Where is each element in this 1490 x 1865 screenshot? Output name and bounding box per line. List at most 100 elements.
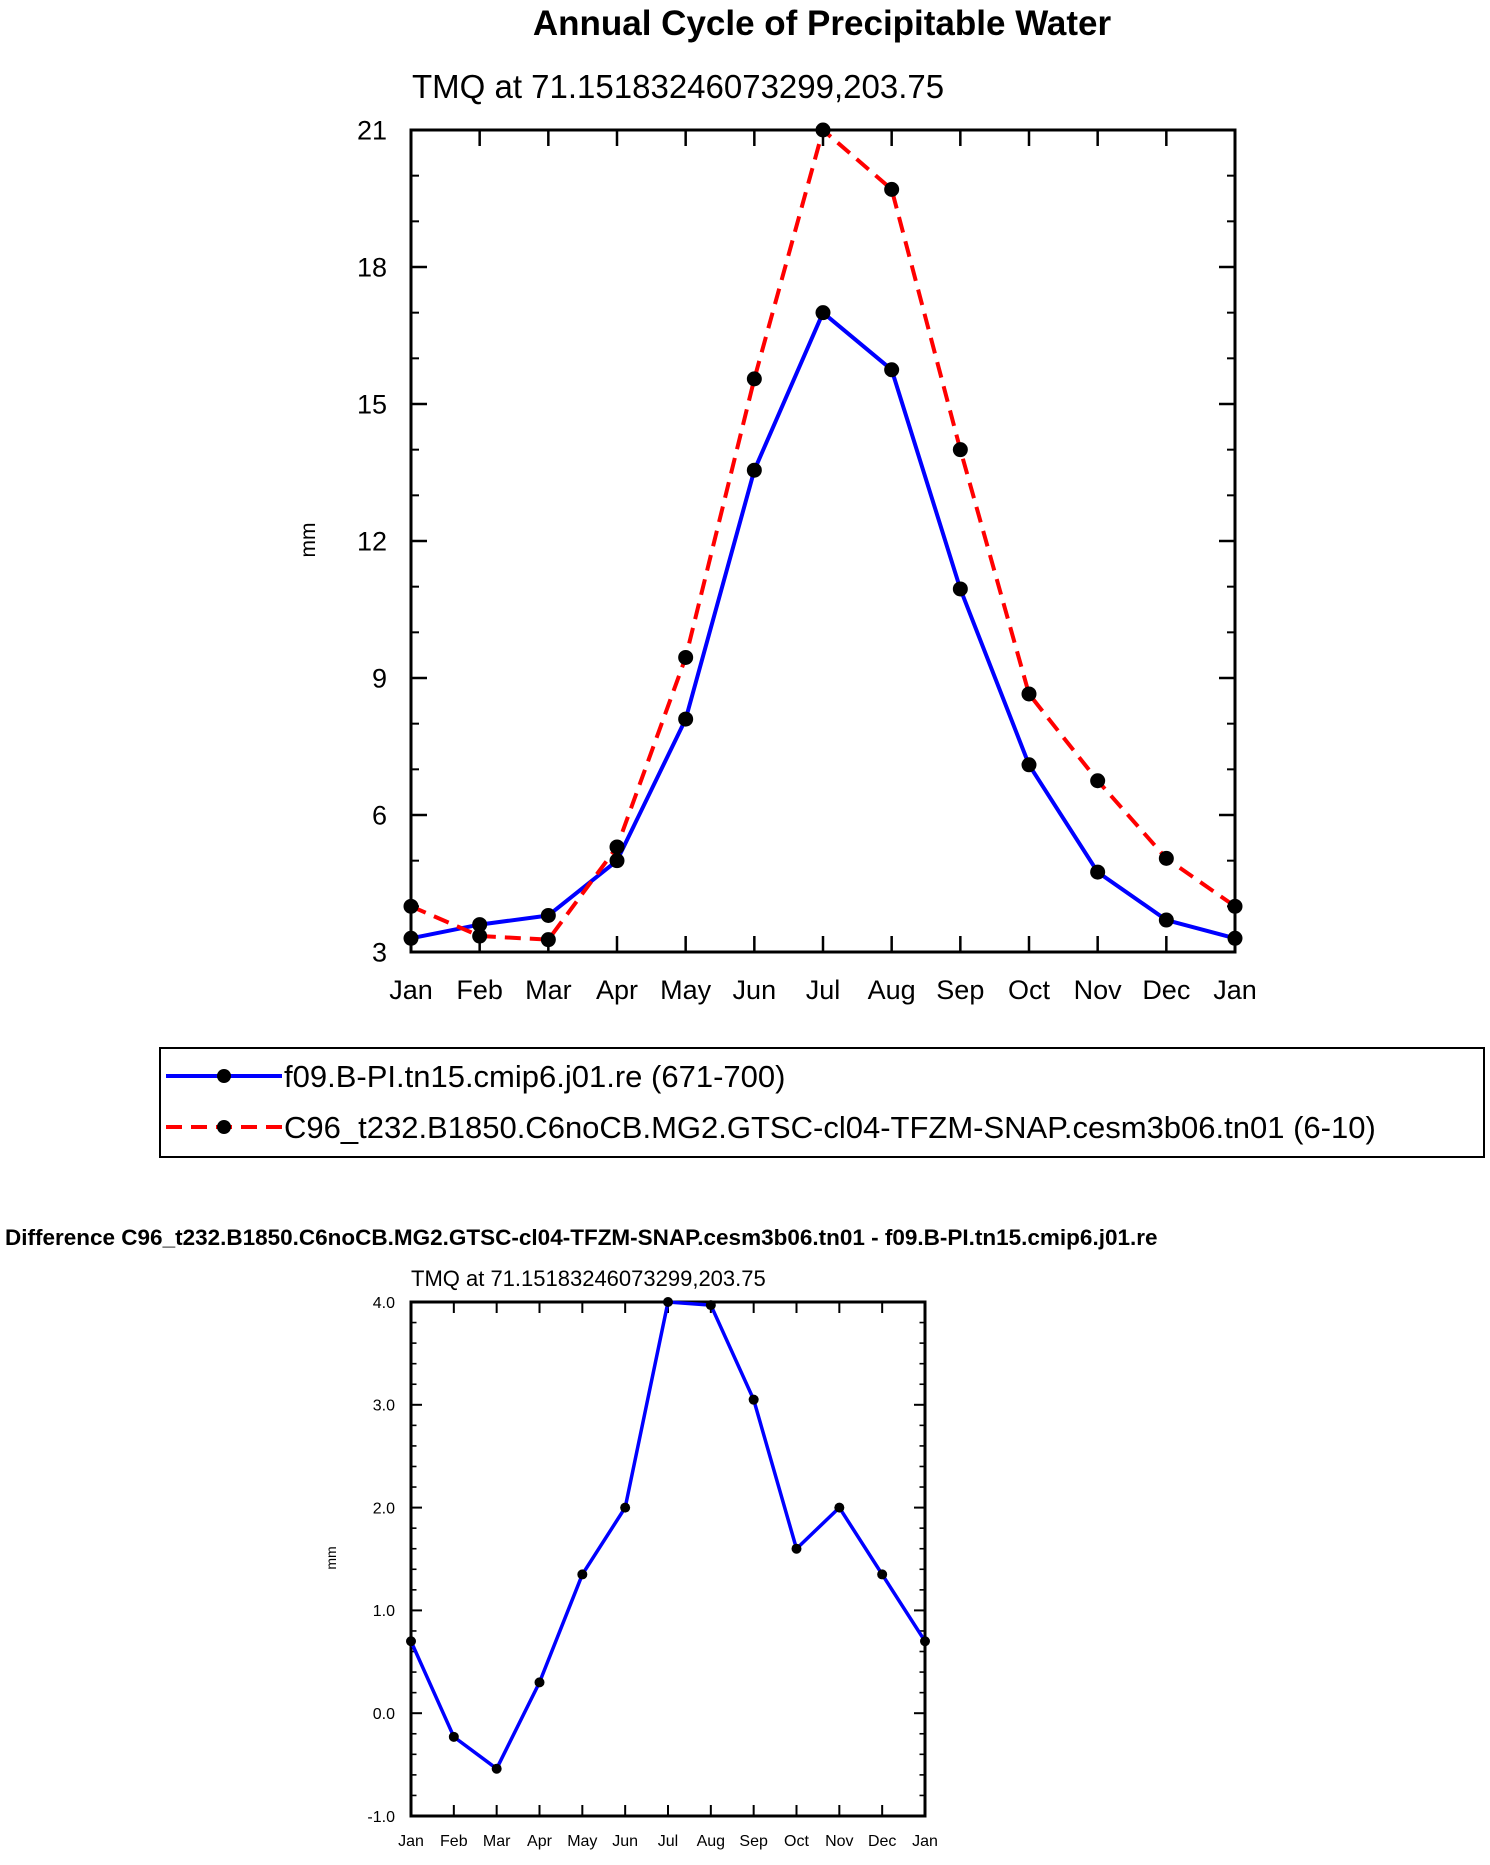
- x-tick-label: Apr: [596, 975, 638, 1005]
- x-tick-label: Jul: [806, 975, 841, 1005]
- series-2-point: [540, 932, 556, 948]
- x-tick-label: Apr: [527, 1833, 553, 1850]
- chart1-subtitle: TMQ at 71.15183246073299,203.75: [412, 68, 944, 105]
- series-1-point: [920, 1636, 930, 1647]
- series-2-point: [746, 371, 762, 387]
- x-tick-label: Jul: [658, 1833, 678, 1850]
- series-1-point: [663, 1297, 673, 1307]
- series-1-point: [620, 1502, 631, 1513]
- series-2-point: [952, 442, 968, 458]
- chart2-subtitle: TMQ at 71.15183246073299,203.75: [411, 1266, 766, 1291]
- chart2-title: Difference C96_t232.B1850.C6noCB.MG2.GTS…: [5, 1225, 1158, 1250]
- x-tick-label: Sep: [739, 1833, 768, 1850]
- series-2-point: [678, 649, 694, 665]
- x-tick-label: Oct: [1008, 975, 1051, 1005]
- series-2-point: [884, 181, 900, 197]
- series-1-point: [791, 1543, 802, 1554]
- series-1-point: [834, 1502, 845, 1513]
- chart1-series-markers: [403, 122, 1243, 948]
- x-tick-label: Sep: [936, 975, 984, 1005]
- y-tick-label: 0.0: [373, 1706, 395, 1723]
- x-tick-label: May: [567, 1833, 597, 1850]
- series-2-point: [1021, 686, 1037, 702]
- chart2-ticks: [410, 1301, 926, 1817]
- chart-annual-cycle: Annual Cycle of Precipitable Water TMQ a…: [297, 4, 1257, 1005]
- x-tick-label: Feb: [456, 975, 503, 1005]
- series-1-point: [748, 1394, 759, 1405]
- x-tick-label: Nov: [1074, 975, 1123, 1005]
- y-tick-label: 12: [357, 527, 387, 557]
- series-1-point: [1021, 757, 1037, 773]
- x-tick-label: Mar: [525, 975, 572, 1005]
- series-1-point: [877, 1569, 888, 1580]
- series-1-point: [1227, 930, 1243, 946]
- chart1-legend: f09.B-PI.tn15.cmip6.j01.re (671-700) C96…: [159, 1047, 1485, 1158]
- x-tick-label: Aug: [697, 1833, 725, 1850]
- y-tick-label: 3: [372, 938, 387, 968]
- legend-marker-series-2: [217, 1120, 231, 1134]
- chart-difference: Difference C96_t232.B1850.C6noCB.MG2.GTS…: [5, 1225, 1158, 1850]
- chart2-series-lines: [409, 1300, 927, 1771]
- x-tick-label: Jan: [398, 1833, 424, 1850]
- series-2-point: [609, 839, 625, 855]
- series-1-point: [403, 930, 419, 946]
- series-2-point: [403, 898, 419, 914]
- x-tick-label: Oct: [784, 1833, 809, 1850]
- x-tick-label: Mar: [483, 1833, 511, 1850]
- series-1-point: [534, 1677, 545, 1688]
- y-tick-label: 15: [357, 390, 387, 420]
- series-1-point: [952, 581, 968, 597]
- chart2-plot-frame: [409, 1300, 927, 1818]
- chart1-title: Annual Cycle of Precipitable Water: [533, 4, 1112, 43]
- series-line-1: [409, 1300, 927, 1771]
- series-2-point: [472, 928, 488, 944]
- legend-label-series-2: C96_t232.B1850.C6noCB.MG2.GTSC-cl04-TFZM…: [284, 1110, 1376, 1145]
- y-tick-label: 1.0: [373, 1603, 395, 1620]
- series-1-point: [472, 917, 488, 933]
- series-line-1: [410, 310, 1236, 941]
- x-tick-label: Jan: [912, 1833, 938, 1850]
- x-tick-label: May: [660, 975, 712, 1005]
- chart1-ylabel: mm: [297, 523, 320, 558]
- y-tick-label: 2.0: [373, 1500, 395, 1517]
- chart2-y-tick-labels: -1.0 0.0 1.0 2.0 3.0 4.0: [367, 1295, 395, 1826]
- series-1-point: [1158, 912, 1174, 928]
- series-1-point: [491, 1763, 502, 1774]
- x-tick-label: Nov: [825, 1833, 853, 1850]
- legend-box: [159, 1047, 1485, 1158]
- chart1-ticks: [409, 128, 1237, 954]
- series-1-point: [705, 1300, 716, 1311]
- x-tick-label: Jan: [389, 975, 433, 1005]
- series-2-point: [1090, 773, 1106, 789]
- x-tick-label: Feb: [440, 1833, 468, 1850]
- x-tick-label: Jun: [733, 975, 777, 1005]
- series-1-point: [448, 1731, 459, 1742]
- chart1-plot-frame: [409, 128, 1237, 954]
- y-tick-label: 6: [372, 801, 387, 831]
- y-tick-label: 9: [372, 664, 387, 694]
- y-tick-label: -1.0: [367, 1809, 395, 1826]
- series-2-point: [815, 122, 831, 138]
- x-tick-label: Dec: [868, 1833, 896, 1850]
- y-tick-label: 18: [357, 253, 387, 283]
- chart2-x-tick-labels: Jan Feb Mar Apr May Jun Jul Aug Sep Oct Nov Dec Jan: [398, 1833, 938, 1850]
- y-tick-label: 4.0: [373, 1295, 395, 1312]
- series-1-point: [609, 853, 625, 869]
- chart2-ylabel: mm: [323, 1546, 339, 1569]
- legend-marker-series-1: [217, 1069, 231, 1083]
- series-1-point: [884, 362, 900, 378]
- series-1-point: [1090, 864, 1106, 880]
- series-1-point: [406, 1636, 416, 1647]
- series-2-point: [1227, 898, 1243, 914]
- chart1-y-tick-labels: 3 6 9 12 15 18 21: [357, 116, 387, 968]
- series-1-point: [540, 907, 556, 923]
- chart1-x-tick-labels: Jan Feb Mar Apr May Jun Jul Aug Sep Oct Nov Dec Jan: [389, 975, 1257, 1005]
- chart1-series-lines: [410, 128, 1237, 942]
- y-tick-label: 21: [357, 116, 387, 146]
- series-1-point: [577, 1569, 588, 1580]
- x-tick-label: Aug: [868, 975, 916, 1005]
- series-1-point: [678, 711, 694, 727]
- legend-label-series-1: f09.B-PI.tn15.cmip6.j01.re (671-700): [284, 1059, 785, 1094]
- series-line-2: [410, 128, 1237, 942]
